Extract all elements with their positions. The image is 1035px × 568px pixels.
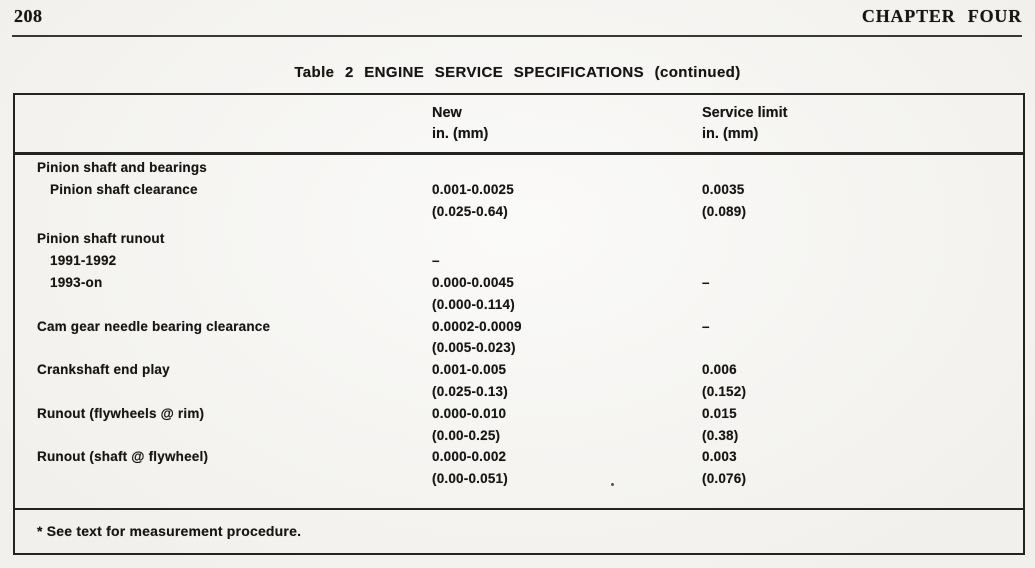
- row-label: Pinion shaft runout: [37, 231, 165, 247]
- table-row: (0.025-0.13) (0.152): [15, 381, 1023, 403]
- row-new-value: 0.000-0.010: [432, 405, 507, 421]
- row-new-value: (0.025-0.64): [432, 203, 508, 219]
- table-row: (0.00-0.25) (0.38): [15, 425, 1023, 447]
- row-label: 1993-on: [50, 274, 103, 290]
- table-row: 1993-on 0.000-0.0045 –: [15, 272, 1023, 294]
- row-new-value: 0.001-0.0025: [432, 181, 514, 197]
- row-label: Runout (shaft @ flywheel): [37, 449, 209, 465]
- scan-artifact-dot: [611, 483, 614, 486]
- table-row: Runout (flywheels @ rim) 0.000-0.010 0.0…: [15, 403, 1023, 425]
- row-label: 1991-1992: [50, 253, 117, 269]
- row-new-value: 0.0002-0.0009: [432, 318, 522, 334]
- row-new-value: (0.00-0.25): [432, 427, 501, 443]
- column-header-new: New in. (mm): [432, 103, 488, 145]
- row-new-value: (0.005-0.023): [432, 340, 516, 356]
- row-new-value: –: [432, 253, 440, 269]
- row-service-limit-value: (0.38): [702, 427, 739, 443]
- table-row: 1991-1992 –: [15, 250, 1023, 272]
- row-service-limit-value: 0.015: [702, 405, 737, 421]
- spec-table: New in. (mm) Service limit in. (mm) Pini…: [13, 93, 1025, 555]
- column-header-service-limit-label: Service limit: [702, 105, 788, 121]
- column-header-new-label: New: [432, 105, 462, 121]
- table-header-row: New in. (mm) Service limit in. (mm): [15, 95, 1023, 155]
- row-service-limit-value: –: [702, 318, 710, 334]
- table-row: Pinion shaft and bearings: [15, 157, 1023, 179]
- row-new-value: (0.025-0.13): [432, 383, 508, 399]
- row-label: Crankshaft end play: [37, 362, 170, 378]
- column-header-service-limit: Service limit in. (mm): [702, 103, 787, 145]
- table-footnote-row: * See text for measurement procedure.: [15, 508, 1023, 553]
- table-row: Pinion shaft clearance 0.001-0.0025 0.00…: [15, 179, 1023, 201]
- column-header-new-units: in. (mm): [432, 126, 489, 142]
- row-service-limit-value: 0.0035: [702, 181, 745, 197]
- row-new-value: 0.000-0.0045: [432, 274, 514, 290]
- table-row: Crankshaft end play 0.001-0.005 0.006: [15, 359, 1023, 381]
- row-new-value: (0.000-0.114): [432, 296, 515, 312]
- row-service-limit-value: –: [702, 274, 710, 290]
- row-service-limit-value: 0.006: [702, 362, 737, 378]
- page-number: 208: [14, 6, 43, 26]
- table-row: Runout (shaft @ flywheel) 0.000-0.002 0.…: [15, 446, 1023, 468]
- table-row: (0.00-0.051) (0.076): [15, 468, 1023, 490]
- row-new-value: (0.00-0.051): [432, 471, 508, 487]
- chapter-header: CHAPTER FOUR: [861, 6, 1022, 26]
- table-body: Pinion shaft and bearings Pinion shaft c…: [15, 155, 1023, 490]
- row-new-value: 0.000-0.002: [432, 449, 507, 465]
- table-footnote: * See text for measurement procedure.: [37, 523, 302, 539]
- row-service-limit-value: (0.076): [702, 471, 747, 487]
- row-label: Runout (flywheels @ rim): [37, 405, 205, 421]
- header-rule: [12, 35, 1022, 37]
- row-label: Pinion shaft and bearings: [37, 160, 208, 175]
- table-row: Cam gear needle bearing clearance 0.0002…: [15, 316, 1023, 338]
- table-title: Table 2 ENGINE SERVICE SPECIFICATIONS (c…: [294, 64, 741, 81]
- table-row: (0.005-0.023): [15, 337, 1023, 359]
- row-service-limit-value: 0.003: [702, 449, 737, 465]
- table-row: (0.000-0.114): [15, 294, 1023, 316]
- row-label: Pinion shaft clearance: [50, 181, 198, 197]
- row-new-value: 0.001-0.005: [432, 362, 507, 378]
- row-label: Cam gear needle bearing clearance: [37, 318, 271, 334]
- column-header-service-limit-units: in. (mm): [702, 126, 759, 142]
- table-row: (0.025-0.64) (0.089): [15, 201, 1023, 223]
- row-service-limit-value: (0.089): [702, 203, 747, 219]
- row-service-limit-value: (0.152): [702, 383, 747, 399]
- table-row: Pinion shaft runout: [15, 228, 1023, 250]
